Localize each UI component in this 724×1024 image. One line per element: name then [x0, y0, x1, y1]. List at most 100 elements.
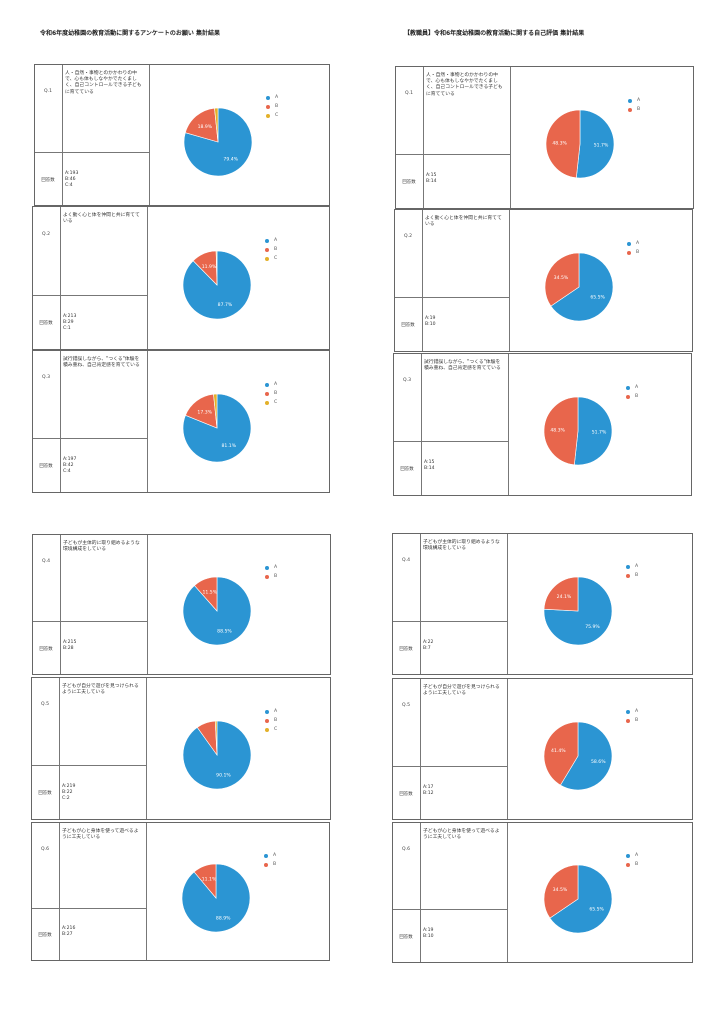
count-label: 回答数: [399, 647, 413, 652]
legend-swatch: [266, 113, 270, 118]
legend-label: B: [273, 862, 277, 867]
column-divider: [507, 823, 508, 962]
row-divider: [396, 154, 510, 155]
answer-counts: A:197 B:42 C:4: [63, 457, 76, 475]
question-text: 試行錯誤しながら、"つくる"体験を積み重ね、自己肯定感を育てている: [424, 360, 501, 372]
count-label: 回答数: [401, 323, 415, 328]
question-text: 子どもが自分で遊びを見つけられるように工夫している: [62, 684, 139, 696]
pie-chart: 79.4% 18.9%: [183, 107, 253, 177]
pie-slice-B: [194, 576, 218, 612]
legend-label: C: [275, 113, 279, 118]
pie-slice-label: 11.9%: [202, 264, 217, 270]
legend-item: A: [265, 707, 277, 716]
answer-count: A:219: [62, 784, 76, 789]
answer-counts: A:219 B:22 C:2: [62, 784, 75, 802]
legend-item: B: [266, 102, 278, 111]
legend-swatch: [265, 382, 269, 387]
column-divider: [509, 210, 510, 351]
legend-label: A: [274, 238, 278, 243]
answer-count: B:28: [63, 646, 74, 651]
legend-item: B: [626, 571, 638, 580]
question-card: Q.6 子どもが心と身体を使って遊べるように工夫している 回答数 A:216 B:27 8…: [31, 822, 330, 961]
legend-item: A: [266, 93, 278, 102]
legend-swatch: [264, 862, 268, 867]
answer-count: A:193: [65, 171, 79, 176]
pie-slice-A: [573, 396, 613, 466]
answer-count: B:22: [62, 790, 73, 795]
answer-count: A:22: [423, 640, 434, 645]
answer-count: A:197: [63, 457, 77, 462]
pie-slice-label: 51.7%: [594, 143, 609, 149]
pie-slice-B: [543, 396, 579, 466]
pie-slice-A: [550, 252, 614, 322]
legend-label: A: [274, 709, 278, 714]
question-card: Q.6 子どもが心と身体を使って遊べるように工夫している 回答数 A:19 B:10 65…: [392, 822, 693, 963]
legend-swatch: [628, 98, 632, 103]
legend-swatch: [626, 564, 630, 569]
question-text: 人・自然・事物とのかかわりの中で、心も体もしなやかでたくましく、自己コントロール…: [65, 71, 142, 95]
pie-slice-label: 34.5%: [553, 887, 568, 893]
pie-slice-label: 65.5%: [589, 906, 604, 912]
question-number: Q.5: [41, 702, 49, 707]
question-number: Q.2: [42, 232, 50, 237]
legend-label: B: [635, 573, 639, 578]
column-divider: [62, 65, 63, 205]
legend-label: A: [635, 853, 639, 858]
pie-slice-B: [545, 109, 581, 179]
pie-slice-B: [184, 107, 219, 143]
legend-label: A: [635, 564, 639, 569]
column-divider: [60, 207, 61, 349]
legend-label: B: [274, 574, 278, 579]
pie-slice-label: 17.3%: [197, 409, 212, 415]
legend-item: B: [626, 716, 638, 725]
legend-swatch: [627, 250, 631, 255]
legend-item: C: [265, 398, 277, 407]
column-divider: [422, 210, 423, 351]
question-card: Q.1 人・自然・事物とのかかわりの中で、心も体もしなやかでたくましく、自己コント…: [34, 64, 330, 206]
column-divider: [146, 678, 147, 819]
question-card: Q.2 よく動く心と体を仲間と共に育てている 回答数 A:213 B:29 C:1 87.7…: [32, 206, 330, 350]
question-text: 子どもが主体的に取り組めるような環境構成をしている: [423, 540, 500, 552]
pie-chart: 65.5% 34.5%: [544, 252, 614, 322]
legend-label: B: [275, 104, 279, 109]
page-title-right: 【教職員】令和6年度幼稚園の教育活動に関する自己評価 集計結果: [404, 30, 585, 37]
answer-counts: A:213 B:29 C:1: [63, 314, 76, 332]
answer-count: B:29: [63, 320, 74, 325]
question-number: Q.6: [402, 847, 410, 852]
column-divider: [508, 354, 509, 495]
count-label: 回答数: [39, 321, 53, 326]
answer-count: A:216: [62, 926, 76, 931]
column-divider: [420, 679, 421, 819]
answer-count: B:42: [63, 463, 74, 468]
pie-slice-label: 87.7%: [218, 302, 233, 308]
answer-count: B:14: [426, 179, 437, 184]
answer-counts: A:17 B:12: [423, 785, 434, 797]
answer-count: A:15: [424, 460, 435, 465]
legend-label: B: [274, 247, 278, 252]
question-card: Q.5 子どもが自分で遊びを見つけられるように工夫している 回答数 A:17 B:12 5…: [392, 678, 693, 820]
legend-swatch: [265, 400, 269, 405]
legend-swatch: [265, 256, 269, 261]
legend-item: A: [627, 239, 639, 248]
legend-item: A: [265, 236, 277, 245]
row-divider: [32, 908, 146, 909]
count-label: 回答数: [39, 647, 53, 652]
column-divider: [507, 679, 508, 819]
column-divider: [146, 823, 147, 960]
pie-chart: 88.9% 11.1%: [181, 863, 251, 933]
answer-count: A:19: [423, 928, 434, 933]
legend-swatch: [264, 853, 268, 858]
row-divider: [33, 438, 147, 439]
pie-slice-label: 11.1%: [202, 876, 217, 882]
pie-slice-label: 90.1%: [216, 773, 231, 779]
pie-chart: 90.1%: [182, 720, 252, 790]
count-label: 回答数: [41, 178, 55, 183]
answer-count: C:4: [65, 183, 73, 188]
legend-label: A: [635, 385, 639, 390]
pie-slice-label: 81.1%: [222, 443, 237, 449]
question-text: 試行錯誤しながら、"つくる"体験を積み重ね、自己肯定感を育てている: [63, 357, 140, 369]
